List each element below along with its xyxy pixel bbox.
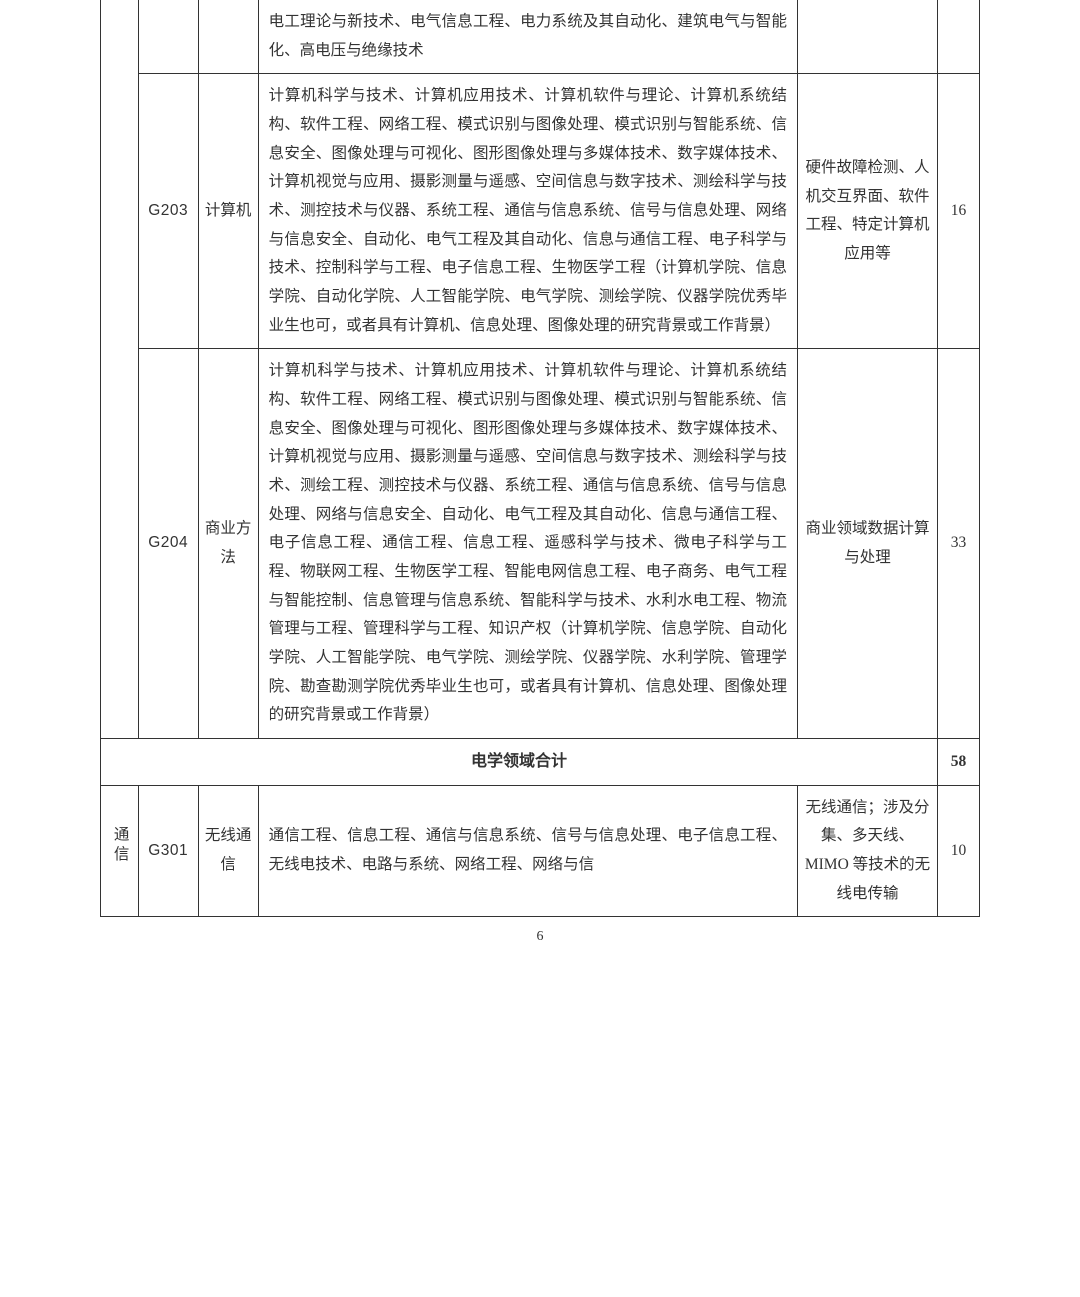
direction-cell: 无线通信；涉及分集、多天线、MIMO 等技术的无线电传输 bbox=[798, 785, 938, 917]
direction-cell: 商业领域数据计算与处理 bbox=[798, 349, 938, 739]
count-cell: 10 bbox=[938, 785, 980, 917]
code-cell-empty bbox=[138, 0, 198, 74]
count-cell: 16 bbox=[938, 74, 980, 349]
field-cell: 无线通信 bbox=[198, 785, 258, 917]
subtotal-label: 电学领域合计 bbox=[101, 739, 938, 786]
field-cell-empty bbox=[198, 0, 258, 74]
code-cell: G204 bbox=[138, 349, 198, 739]
code-cell: G301 bbox=[138, 785, 198, 917]
page-number: 6 bbox=[100, 929, 980, 945]
table-row: G204 商业方法 计算机科学与技术、计算机应用技术、计算机软件与理论、计算机系… bbox=[101, 349, 980, 739]
table-row: G203 计算机 计算机科学与技术、计算机应用技术、计算机软件与理论、计算机系统… bbox=[101, 74, 980, 349]
majors-cell: 计算机科学与技术、计算机应用技术、计算机软件与理论、计算机系统结构、软件工程、网… bbox=[258, 349, 797, 739]
domain-cell: 通信 bbox=[101, 785, 139, 917]
table-row: 通信 G301 无线通信 通信工程、信息工程、通信与信息系统、信号与信息处理、电… bbox=[101, 785, 980, 917]
page-container: 电工理论与新技术、电气信息工程、电力系统及其自动化、建筑电气与智能化、高电压与绝… bbox=[0, 0, 1080, 1297]
table-row-overflow: 电工理论与新技术、电气信息工程、电力系统及其自动化、建筑电气与智能化、高电压与绝… bbox=[101, 0, 980, 74]
field-cell: 商业方法 bbox=[198, 349, 258, 739]
field-cell: 计算机 bbox=[198, 74, 258, 349]
majors-cell: 计算机科学与技术、计算机应用技术、计算机软件与理论、计算机系统结构、软件工程、网… bbox=[258, 74, 797, 349]
direction-cell-empty bbox=[798, 0, 938, 74]
subtotal-row: 电学领域合计 58 bbox=[101, 739, 980, 786]
majors-cell: 通信工程、信息工程、通信与信息系统、信号与信息处理、电子信息工程、无线电技术、电… bbox=[258, 785, 797, 917]
count-cell-empty bbox=[938, 0, 980, 74]
code-cell: G203 bbox=[138, 74, 198, 349]
subtotal-count: 58 bbox=[938, 739, 980, 786]
majors-cell: 电工理论与新技术、电气信息工程、电力系统及其自动化、建筑电气与智能化、高电压与绝… bbox=[258, 0, 797, 74]
count-cell: 33 bbox=[938, 349, 980, 739]
domain-text: 通信 bbox=[105, 826, 134, 865]
domain-cell-empty bbox=[101, 0, 139, 739]
main-table: 电工理论与新技术、电气信息工程、电力系统及其自动化、建筑电气与智能化、高电压与绝… bbox=[100, 0, 980, 917]
direction-cell: 硬件故障检测、人机交互界面、软件工程、特定计算机应用等 bbox=[798, 74, 938, 349]
